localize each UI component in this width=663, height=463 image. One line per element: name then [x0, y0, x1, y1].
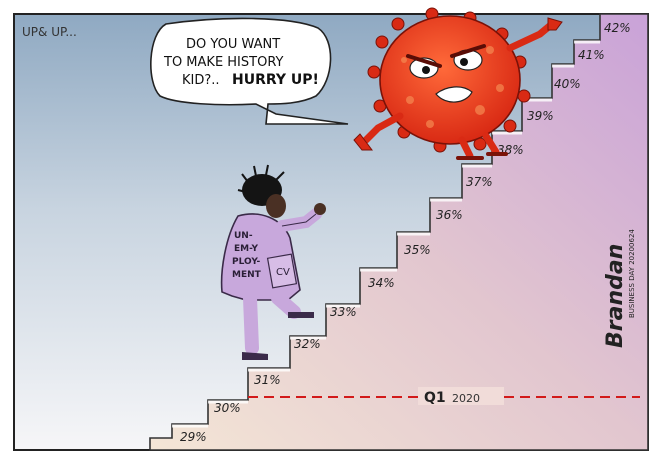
- step-label-33: 33%: [330, 305, 357, 319]
- step-label-29: 29%: [180, 430, 207, 444]
- jacket-text-line-1: UN-: [234, 231, 253, 241]
- speech-line-3-plain: KID?..: [182, 73, 220, 88]
- speech-bubble: DO YOU WANT TO MAKE HISTORY KID?.. HURRY…: [150, 17, 349, 125]
- step-label-30: 30%: [214, 401, 241, 415]
- step-label-32: 32%: [294, 337, 321, 351]
- speech-line-1: DO YOU WANT: [186, 37, 280, 52]
- virus-texture: [401, 46, 504, 128]
- speech-line-3-bold: HURRY UP!: [232, 72, 319, 88]
- cv-folder: [266, 253, 298, 289]
- jacket-text-line-4: MENT: [232, 270, 262, 280]
- step-label-37: 37%: [466, 175, 493, 189]
- baseline-quarter: Q1: [424, 390, 446, 406]
- man-shoe-back: [242, 352, 268, 360]
- cv-label: CV: [276, 267, 290, 278]
- virus-legs: [458, 132, 500, 160]
- step-label-39: 39%: [527, 109, 554, 123]
- step-label-36: 36%: [436, 208, 463, 222]
- virus-mouth: [435, 86, 473, 103]
- virus-character: [353, 7, 563, 160]
- step-label-35: 35%: [404, 243, 431, 257]
- step-label-41: 41%: [578, 48, 605, 62]
- virus-arm-left: [362, 112, 404, 144]
- man-hand: [314, 203, 326, 215]
- artist-signature: Brandan: [603, 244, 628, 348]
- man-head: [266, 194, 286, 218]
- corner-caption: UP& UP...: [22, 25, 77, 39]
- step-label-40: 40%: [554, 77, 581, 91]
- speech-line-2: TO MAKE HISTORY: [163, 55, 284, 70]
- man-shoe-front: [288, 312, 314, 318]
- man-leg-back: [243, 291, 259, 355]
- step-label-42: 42%: [604, 21, 631, 35]
- jacket-text: UN- EM-Y PLOY- MENT: [232, 231, 262, 280]
- step-labels: 29% 30% 31% 32% 33% 34% 35% 36% 37% 38% …: [180, 21, 631, 444]
- jacket-text-line-2: EM-Y: [234, 244, 259, 254]
- baseline-label-bg: [418, 387, 504, 405]
- virus-hand-right: [547, 17, 563, 31]
- man-leg-front: [271, 291, 301, 319]
- staircase-wall: [149, 13, 649, 451]
- climbing-man: UN- EM-Y PLOY- MENT CV: [220, 164, 326, 360]
- step-label-31: 31%: [254, 373, 281, 387]
- step-label-34: 34%: [368, 276, 395, 290]
- virus-body: [379, 15, 521, 145]
- jacket-text-line-3: PLOY-: [232, 257, 261, 267]
- virus-hand-left: [353, 133, 373, 151]
- virus-brow: [406, 44, 486, 68]
- baseline-year: 2020: [452, 392, 480, 405]
- publication-credit: BUSINESS DAY 20200624: [628, 229, 636, 318]
- virus-spikes: [367, 7, 531, 153]
